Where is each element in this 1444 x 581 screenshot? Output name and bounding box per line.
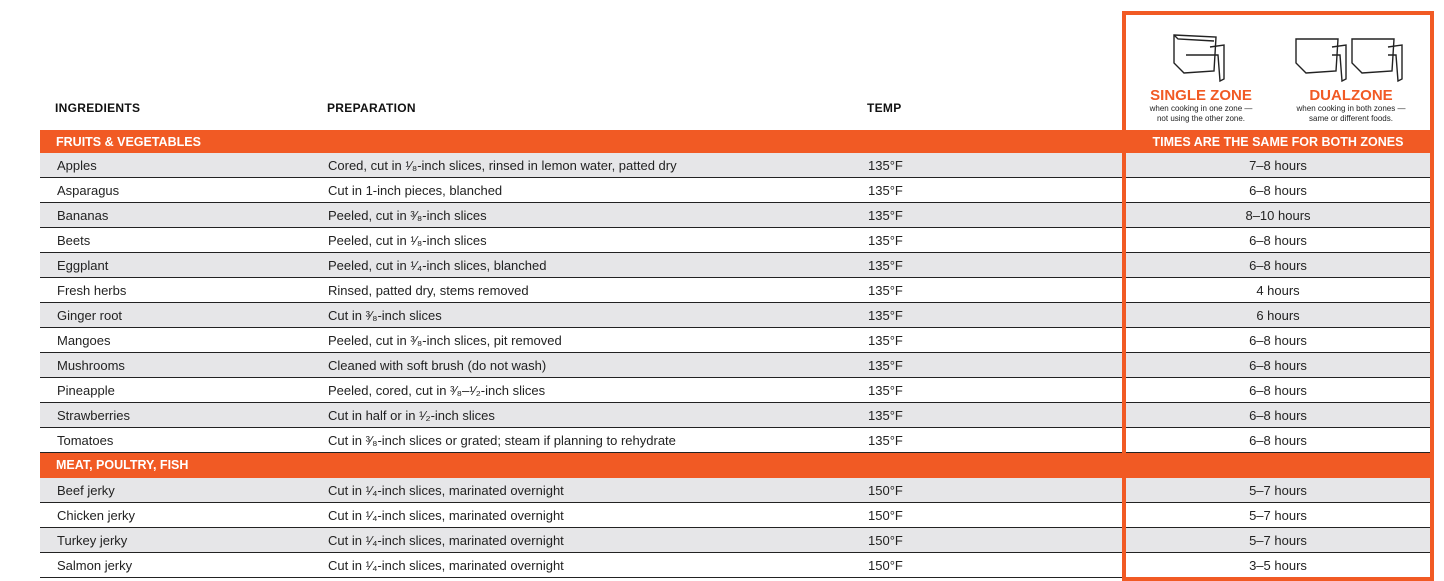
preparation: Cut in ³⁄₈-inch slices (328, 308, 442, 323)
ingredient: Mangoes (57, 333, 111, 348)
temp: 150°F (868, 558, 903, 573)
ingredient: Mushrooms (57, 358, 125, 373)
dual-basket-icon (1295, 38, 1403, 83)
preparation: Rinsed, patted dry, stems removed (328, 283, 529, 298)
header-preparation: PREPARATION (327, 101, 416, 115)
table-row: Eggplant Peeled, cut in ¹⁄₄-inch slices,… (40, 252, 1430, 278)
single-zone: SINGLE ZONE when cooking in one zone — n… (1126, 15, 1276, 124)
ingredient: Beets (57, 233, 91, 248)
table-row: Beets Peeled, cut in ¹⁄₈-inch slices 135… (40, 227, 1430, 253)
single-zone-title: SINGLE ZONE (1150, 87, 1252, 104)
temp: 135°F (868, 233, 903, 248)
table-row: Strawberries Cut in half or in ¹⁄₂-inch … (40, 402, 1430, 428)
header-ingredients: INGREDIENTS (55, 101, 141, 115)
header-temp: TEMP (867, 101, 902, 115)
temp: 135°F (868, 333, 903, 348)
time: 6–8 hours (1249, 383, 1307, 398)
ingredient: Ginger root (57, 308, 123, 323)
preparation: Cut in ³⁄₈-inch slices or grated; steam … (328, 433, 676, 448)
ingredient: Bananas (57, 208, 109, 223)
table-row: Turkey jerky Cut in ¹⁄₄-inch slices, mar… (40, 527, 1430, 553)
times-note: TIMES ARE THE SAME FOR BOTH ZONES (1152, 135, 1404, 149)
single-basket-icon (1173, 34, 1225, 83)
ingredient: Beef jerky (57, 483, 115, 498)
time: 3–5 hours (1249, 558, 1307, 573)
preparation: Cleaned with soft brush (do not wash) (328, 358, 547, 373)
single-zone-line1: when cooking in one zone — (1149, 104, 1253, 113)
table-row: Mushrooms Cleaned with soft brush (do no… (40, 352, 1430, 378)
temp: 150°F (868, 508, 903, 523)
preparation: Cut in ¹⁄₄-inch slices, marinated overni… (328, 558, 564, 573)
table-row: Ginger root Cut in ³⁄₈-inch slices 135°F… (40, 302, 1430, 328)
temp: 135°F (868, 283, 903, 298)
section-header: FRUITS & VEGETABLES TIMES ARE THE SAME FO… (40, 130, 1433, 153)
ingredient: Apples (57, 158, 97, 173)
single-zone-line2: not using the other zone. (1156, 114, 1246, 123)
preparation: Peeled, cored, cut in ³⁄₈–¹⁄₂-inch slice… (328, 383, 546, 398)
ingredient: Tomatoes (57, 433, 114, 448)
table-row: Beef jerky Cut in ¹⁄₄-inch slices, marin… (40, 477, 1430, 503)
time: 6–8 hours (1249, 183, 1307, 198)
temp: 135°F (868, 258, 903, 273)
ingredient: Chicken jerky (57, 508, 136, 523)
time: 5–7 hours (1249, 533, 1307, 548)
section-title: MEAT, POULTRY, FISH (56, 458, 189, 472)
preparation: Cut in ¹⁄₄-inch slices, marinated overni… (328, 508, 564, 523)
temp: 150°F (868, 483, 903, 498)
time: 6–8 hours (1249, 333, 1307, 348)
dual-zone-line1: when cooking in both zones — (1296, 104, 1406, 113)
time: 6–8 hours (1249, 408, 1307, 423)
preparation: Peeled, cut in ³⁄₈-inch slices, pit remo… (328, 333, 562, 348)
temp: 135°F (868, 408, 903, 423)
time: 6 hours (1256, 308, 1300, 323)
ingredient: Strawberries (57, 408, 130, 423)
time: 6–8 hours (1249, 258, 1307, 273)
temp: 150°F (868, 533, 903, 548)
preparation: Cut in 1-inch pieces, blanched (328, 183, 503, 198)
time: 6–8 hours (1249, 433, 1307, 448)
time: 5–7 hours (1249, 508, 1307, 523)
temp: 135°F (868, 358, 903, 373)
table-row: Mangoes Peeled, cut in ³⁄₈-inch slices, … (40, 327, 1430, 353)
ingredient: Asparagus (57, 183, 120, 198)
table-row: Pineapple Peeled, cored, cut in ³⁄₈–¹⁄₂-… (40, 377, 1430, 403)
table-row: Salmon jerky Cut in ¹⁄₄-inch slices, mar… (40, 552, 1430, 578)
temp: 135°F (868, 433, 903, 448)
ingredient: Turkey jerky (57, 533, 128, 548)
dual-zone-title: DUALZONE (1309, 87, 1393, 104)
ingredient: Pineapple (57, 383, 115, 398)
dual-zone: DUALZONE when cooking in both zones — sa… (1276, 15, 1426, 124)
dual-zone-line2: same or different foods. (1309, 114, 1393, 123)
table-row: Apples Cored, cut in ¹⁄₈-inch slices, ri… (40, 152, 1430, 178)
table-row: Chicken jerky Cut in ¹⁄₄-inch slices, ma… (40, 502, 1430, 528)
ingredient: Fresh herbs (57, 283, 127, 298)
table-row: Tomatoes Cut in ³⁄₈-inch slices or grate… (40, 427, 1430, 453)
preparation: Cut in ¹⁄₄-inch slices, marinated overni… (328, 533, 564, 548)
time: 4 hours (1256, 283, 1300, 298)
time: 6–8 hours (1249, 233, 1307, 248)
temp: 135°F (868, 158, 903, 173)
temp: 135°F (868, 208, 903, 223)
preparation: Cut in ¹⁄₄-inch slices, marinated overni… (328, 483, 564, 498)
ingredient: Eggplant (57, 258, 109, 273)
ingredient: Salmon jerky (57, 558, 133, 573)
table-row: Fresh herbs Rinsed, patted dry, stems re… (40, 277, 1430, 303)
preparation: Cored, cut in ¹⁄₈-inch slices, rinsed in… (328, 158, 677, 173)
time: 6–8 hours (1249, 358, 1307, 373)
time: 5–7 hours (1249, 483, 1307, 498)
table-row: Asparagus Cut in 1-inch pieces, blanched… (40, 177, 1430, 203)
section-title: FRUITS & VEGETABLES (56, 135, 201, 149)
preparation: Peeled, cut in ³⁄₈-inch slices (328, 208, 487, 223)
table-row: Bananas Peeled, cut in ³⁄₈-inch slices 1… (40, 202, 1430, 228)
section-header: MEAT, POULTRY, FISH (40, 453, 1433, 478)
preparation: Peeled, cut in ¹⁄₈-inch slices (328, 233, 487, 248)
preparation: Cut in half or in ¹⁄₂-inch slices (328, 408, 495, 423)
temp: 135°F (868, 183, 903, 198)
time: 7–8 hours (1249, 158, 1307, 173)
temp: 135°F (868, 383, 903, 398)
temp: 135°F (868, 308, 903, 323)
preparation: Peeled, cut in ¹⁄₄-inch slices, blanched (328, 258, 547, 273)
time: 8–10 hours (1245, 208, 1311, 223)
